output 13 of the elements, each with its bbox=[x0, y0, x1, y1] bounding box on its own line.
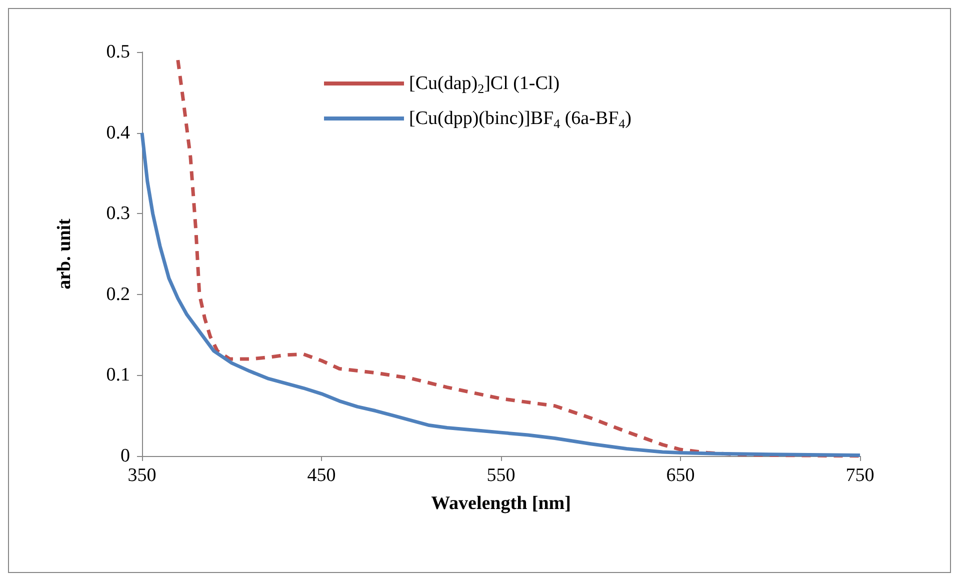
x-tick-label: 450 bbox=[307, 465, 336, 486]
x-axis-title: Wavelength [nm] bbox=[431, 493, 571, 514]
x-tick-label: 650 bbox=[666, 465, 695, 486]
y-tick-label: 0.1 bbox=[106, 364, 130, 386]
y-tick-label: 0.2 bbox=[106, 284, 130, 305]
y-tick-label: 0.4 bbox=[106, 122, 130, 144]
y-tick-label: 0.5 bbox=[106, 42, 130, 62]
y-tick-label: 0.3 bbox=[106, 203, 130, 224]
x-tick-label: 550 bbox=[486, 465, 516, 486]
x-tick-label: 750 bbox=[846, 465, 874, 486]
y-axis-title: arb. unit bbox=[54, 218, 75, 290]
x-tick-label: 350 bbox=[128, 465, 156, 486]
y-tick-label: 0 bbox=[120, 446, 130, 466]
